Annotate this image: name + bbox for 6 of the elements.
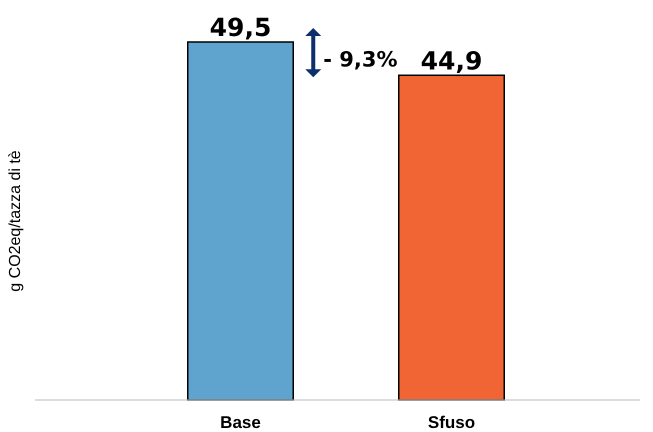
y-axis-title: g CO2eq/tazza di tè (7, 150, 24, 292)
x-tick-label: Sfuso (428, 413, 476, 432)
data-label: 49,5 (210, 13, 272, 42)
x-tick-label: Base (220, 413, 261, 432)
annotation: - 9,3% (323, 48, 398, 72)
data-label: 44,9 (420, 46, 482, 76)
